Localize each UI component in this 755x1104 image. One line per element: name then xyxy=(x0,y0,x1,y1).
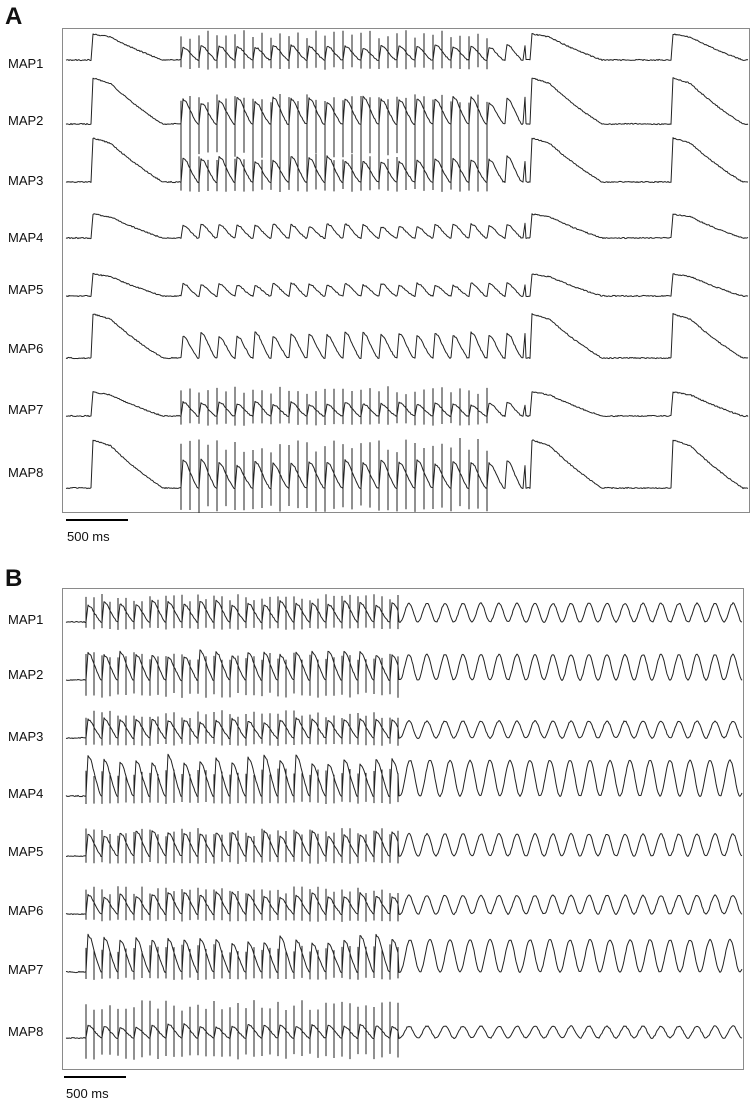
panel-a-scale-label: 500 ms xyxy=(67,529,110,544)
panel-a-label-map2: MAP2 xyxy=(8,113,44,128)
panel-b-trace-map3 xyxy=(65,710,743,746)
panel-a-label-map1: MAP1 xyxy=(8,56,44,71)
panel-b-label-map5: MAP5 xyxy=(8,844,44,859)
panel-a-trace-map8 xyxy=(65,438,749,513)
panel-a-trace-map4 xyxy=(65,213,749,240)
panel-a-label-map4: MAP4 xyxy=(8,230,44,245)
panel-a-label-map3: MAP3 xyxy=(8,173,44,188)
panel-a-trace-map6 xyxy=(65,313,749,360)
panel-a-label-map6: MAP6 xyxy=(8,341,44,356)
panel-b-label-map7: MAP7 xyxy=(8,962,44,977)
panel-a-label-map8: MAP8 xyxy=(8,465,44,480)
panel-a-trace-map3 xyxy=(65,137,749,192)
panel-b-label-map2: MAP2 xyxy=(8,667,44,682)
panel-a-trace-map7 xyxy=(65,386,749,426)
panel-a-label-map7: MAP7 xyxy=(8,402,44,417)
panel-b-trace-map7 xyxy=(65,933,743,980)
panel-b-letter: B xyxy=(5,565,23,592)
panel-b-trace-map2 xyxy=(65,649,743,698)
panel-a-trace-map2 xyxy=(65,77,749,164)
panel-a-letter: A xyxy=(5,3,23,30)
panel-b-trace-map6 xyxy=(65,886,743,922)
panel-b-trace-map8 xyxy=(65,1000,743,1060)
panel-b-label-map4: MAP4 xyxy=(8,786,44,801)
panel-a-trace-map1 xyxy=(65,30,749,70)
panel-b-label-map6: MAP6 xyxy=(8,903,44,918)
panel-b-plot-frame xyxy=(62,588,744,1070)
panel-a-label-map5: MAP5 xyxy=(8,282,44,297)
panel-b-label-map3: MAP3 xyxy=(8,729,44,744)
panel-b-scale-label: 500 ms xyxy=(66,1086,109,1101)
panel-b-trace-map5 xyxy=(66,828,743,864)
panel-b-trace-map1 xyxy=(65,594,743,630)
panel-a-plot-frame xyxy=(62,28,750,513)
panel-b-trace-map4 xyxy=(65,753,743,804)
panel-b-label-map1: MAP1 xyxy=(8,612,44,627)
panel-a-trace-map5 xyxy=(65,272,749,298)
panel-b-label-map8: MAP8 xyxy=(8,1024,44,1039)
panel-b-scale-bar xyxy=(64,1076,126,1078)
panel-a-scale-bar xyxy=(66,519,128,521)
